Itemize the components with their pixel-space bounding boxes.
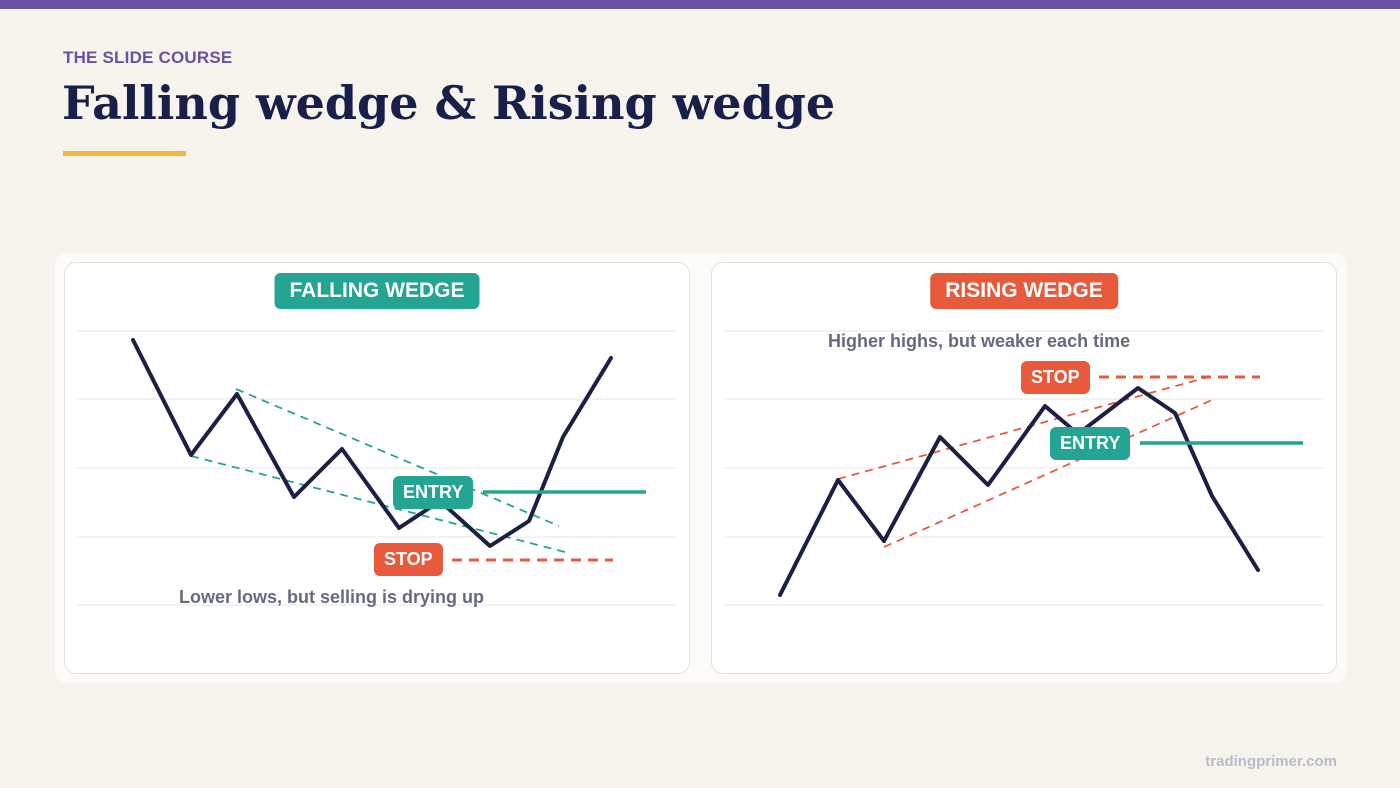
price-path (131, 338, 613, 548)
falling-wedge-panel: FALLING WEDGE ENTRY STOP Lower lows, but… (64, 262, 690, 674)
course-eyebrow: THE SLIDE COURSE (63, 48, 233, 67)
falling-wedge-title-badge: FALLING WEDGE (274, 273, 480, 309)
rising-wedge-caption: Higher highs, but weaker each time (828, 331, 1131, 351)
top-accent-bar (0, 0, 1400, 9)
title-underline (63, 151, 186, 156)
entry-badge: ENTRY (393, 476, 474, 509)
falling-wedge-caption: Lower lows, but selling is drying up (179, 587, 485, 607)
upper-trendline (837, 375, 1213, 480)
price-path (778, 386, 1260, 597)
rising-wedge-diagram (724, 330, 1324, 606)
footer-site: tradingprimer.com (1205, 753, 1337, 770)
lower-trendline (883, 399, 1213, 548)
slide-title: Falling wedge & Rising wedge (62, 76, 836, 130)
grid-lines (724, 330, 1324, 606)
falling-wedge-diagram (77, 330, 677, 606)
stop-badge: STOP (1021, 361, 1090, 394)
entry-badge: ENTRY (1050, 427, 1131, 460)
rising-wedge-panel: RISING WEDGE Higher highs, but weaker ea… (711, 262, 1337, 674)
stop-badge: STOP (374, 543, 443, 576)
grid-lines (77, 330, 677, 606)
upper-trendline (235, 388, 560, 527)
rising-wedge-title-badge: RISING WEDGE (930, 273, 1118, 309)
